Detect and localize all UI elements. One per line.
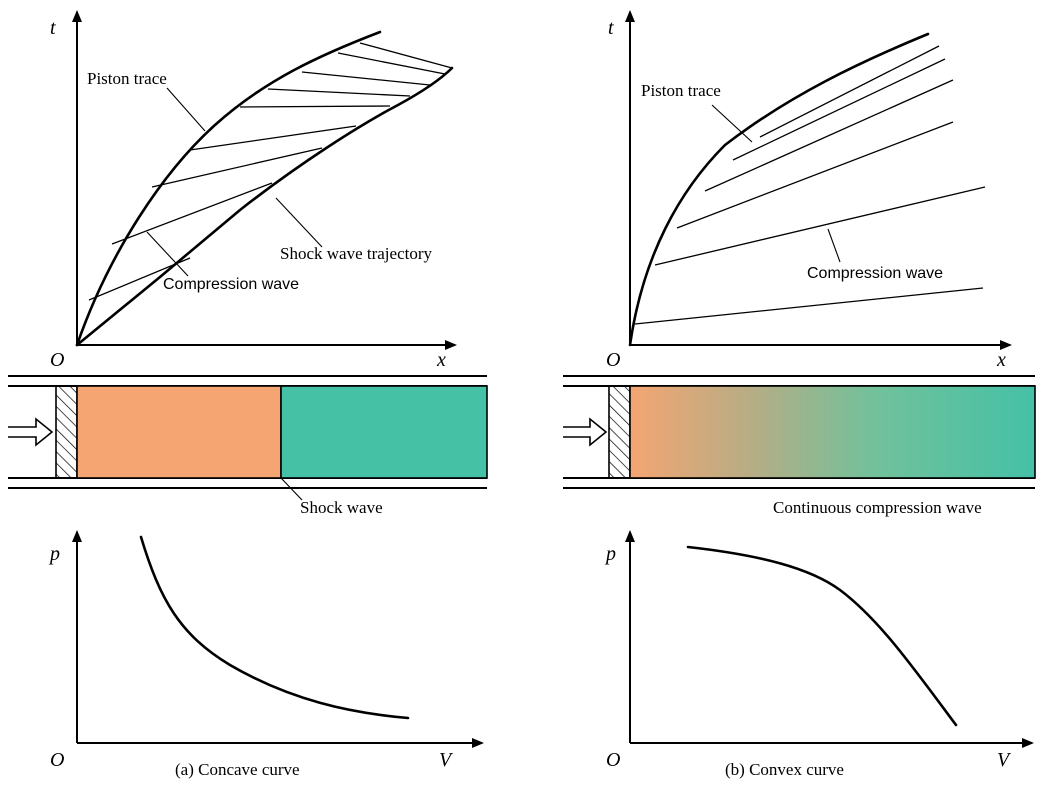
concave-curve (139, 535, 410, 720)
piston-trace-leader (166, 87, 206, 132)
panel-a-pv-diagram: p V O (a) Concave curve (48, 530, 484, 779)
push-arrow-icon (8, 417, 54, 447)
compression-wave-lines (634, 45, 986, 325)
compression-wave-leader (827, 228, 841, 263)
panel-a-xt-diagram: t x O Piston trace Shock wave trajectory… (50, 10, 457, 371)
piston (608, 385, 631, 479)
p-axis-label: p (48, 543, 60, 565)
x-axis-label: x (996, 349, 1006, 371)
push-arrow-icon (563, 417, 608, 447)
piston-trace-curve (628, 32, 930, 347)
compression-wave-leader (146, 231, 189, 277)
compressed-region (76, 385, 282, 479)
origin-label-pv: O (606, 749, 620, 771)
origin-label: O (606, 349, 620, 371)
shock-trajectory-label: Shock wave trajectory (280, 244, 432, 263)
caption-b: (b) Convex curve (725, 760, 844, 779)
shock-trajectory-curve (75, 66, 454, 347)
undisturbed-region (280, 385, 488, 479)
shock-wave-label: Shock wave (300, 498, 383, 517)
origin-label: O (50, 349, 64, 371)
origin-label-pv: O (50, 749, 64, 771)
p-axis-label: p (604, 543, 616, 565)
caption-a: (a) Concave curve (175, 760, 300, 779)
continuous-compression-label: Continuous compression wave (773, 498, 982, 517)
piston-trace-label: Piston trace (641, 81, 721, 100)
panel-a-tube: Shock wave (8, 375, 488, 517)
compression-wave-label: Compression wave (807, 265, 943, 282)
piston-trace-curve (75, 30, 382, 347)
panel-b-pv-diagram: p V O (b) Convex curve (604, 530, 1034, 779)
v-axis-label: V (997, 749, 1012, 771)
v-axis-label: V (439, 749, 454, 771)
piston-trace-leader (711, 104, 753, 143)
piston-trace-label: Piston trace (87, 69, 167, 88)
panel-b-tube: Continuous compression wave (563, 375, 1036, 517)
compression-wave-label: Compression wave (163, 276, 299, 293)
panel-b-xt-diagram: t x O Piston trace Compression wave (606, 10, 1012, 371)
compression-wave-lines (88, 42, 453, 301)
t-axis-label: t (608, 17, 614, 39)
shock-wave-leader (280, 477, 303, 501)
shock-trajectory-leader (275, 197, 323, 248)
continuous-gradient-region (629, 385, 1036, 479)
convex-curve (686, 545, 958, 727)
piston (55, 385, 78, 479)
t-axis-label: t (50, 17, 56, 39)
x-axis-label: x (436, 349, 446, 371)
